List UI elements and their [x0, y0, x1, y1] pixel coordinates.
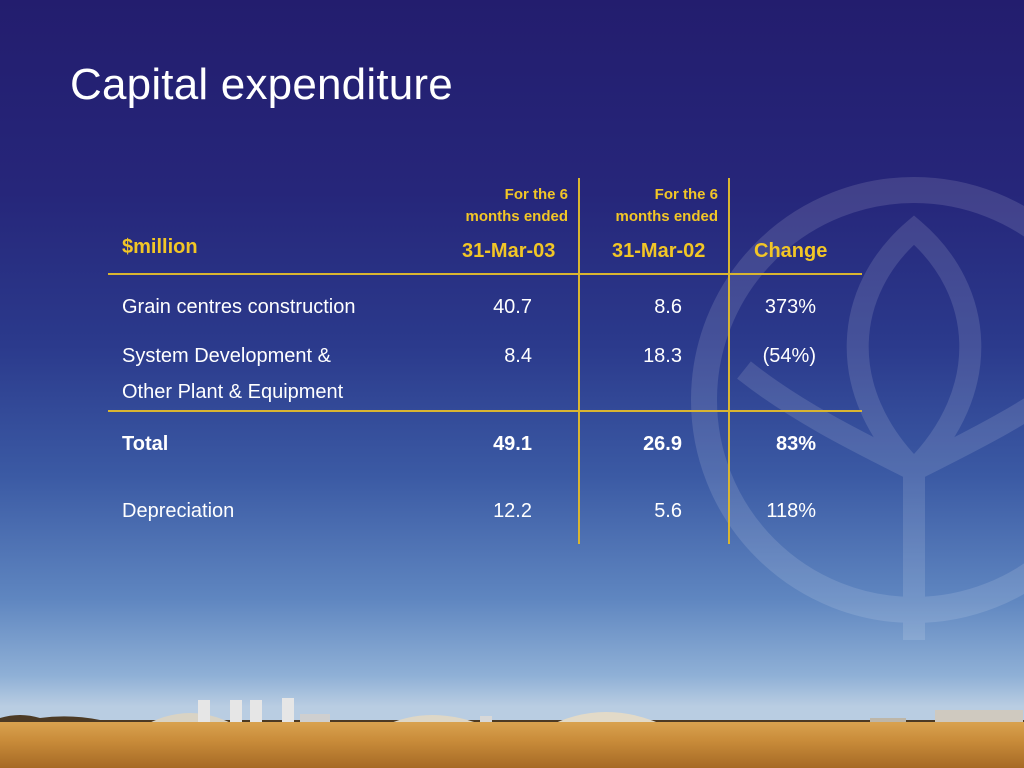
header-rule	[108, 273, 862, 275]
value-cell: 83%	[775, 433, 816, 455]
value-cell: 8.4	[504, 345, 532, 367]
column-subheader-line: months ended	[615, 208, 718, 225]
value-cell: 5.6	[654, 500, 682, 522]
column-header-change: Change	[754, 240, 828, 262]
value-cell: 40.7	[493, 296, 532, 318]
unit-label: $million	[122, 236, 198, 258]
value-cell: 373%	[764, 296, 816, 318]
value-cell: (54%)	[762, 345, 816, 367]
page-title: Capital expenditure	[70, 60, 453, 109]
column-subheader-line: months ended	[465, 208, 568, 225]
row-label: System Development &	[122, 345, 331, 367]
total-rule	[108, 410, 862, 412]
row-label-total: Total	[122, 433, 169, 455]
row-label: Grain centres construction	[122, 296, 356, 318]
column-divider	[728, 178, 730, 544]
column-header-2: 31-Mar-02	[612, 240, 706, 262]
column-subheader-2: For the 6 months ended	[578, 184, 718, 228]
capex-table: $million For the 6 months ended 31-Mar-0…	[108, 178, 862, 544]
wheat-sheaf-logo-icon	[691, 177, 1024, 640]
row-label: Other Plant & Equipment	[122, 381, 344, 403]
value-cell: 118%	[766, 500, 816, 522]
value-cell: 8.6	[654, 296, 682, 318]
column-header-1: 31-Mar-03	[462, 240, 556, 262]
value-cell: 12.2	[493, 500, 532, 522]
value-cell: 49.1	[493, 433, 532, 455]
value-cell: 18.3	[643, 345, 682, 367]
column-divider	[578, 178, 580, 544]
row-label: Depreciation	[122, 500, 235, 522]
column-subheader-line: For the 6	[504, 186, 568, 203]
wheat-field	[0, 722, 1024, 768]
column-subheader-line: For the 6	[654, 186, 718, 203]
value-cell: 26.9	[643, 433, 682, 455]
column-subheader-1: For the 6 months ended	[428, 184, 568, 228]
